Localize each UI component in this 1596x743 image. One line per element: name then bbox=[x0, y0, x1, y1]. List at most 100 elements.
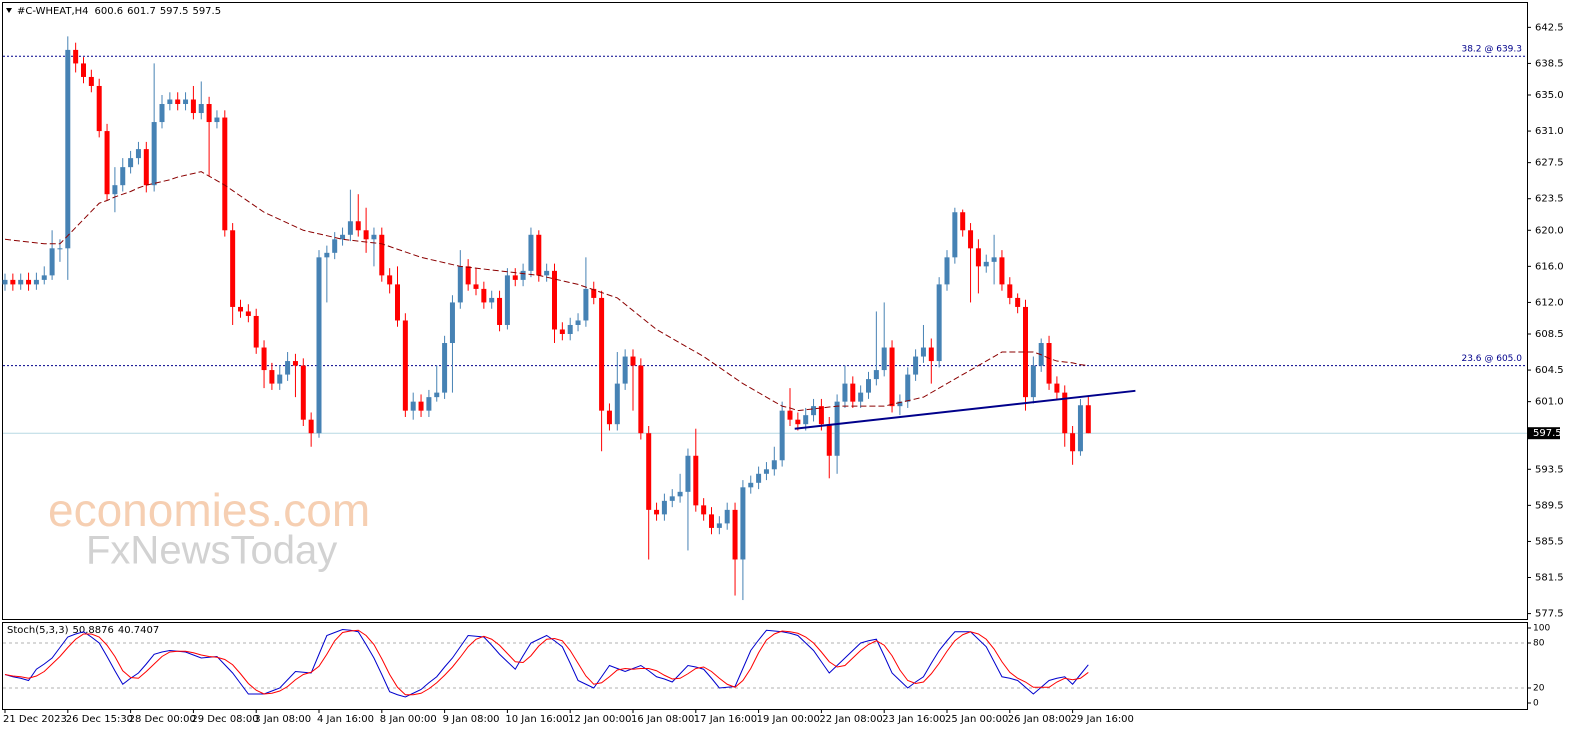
candle-body bbox=[544, 270, 550, 276]
y-tick-label: 601.0 bbox=[1535, 397, 1564, 408]
candle-body bbox=[190, 99, 196, 114]
x-tick-label: 28 Dec 00:00 bbox=[129, 714, 196, 725]
candle-body bbox=[316, 257, 322, 434]
candle-body bbox=[756, 473, 762, 483]
candle-body bbox=[1062, 392, 1068, 434]
candle-body bbox=[26, 279, 32, 285]
watermark-fxnewstoday: FxNewsToday bbox=[86, 529, 337, 573]
main-panel-border bbox=[2, 2, 1528, 620]
y-tick-label: 80 bbox=[1533, 639, 1545, 649]
y-tick-label: 627.5 bbox=[1535, 158, 1564, 169]
candle-body bbox=[567, 324, 573, 334]
candle-body bbox=[410, 401, 416, 411]
symbol-header: #C-WHEAT,H4 600.6 601.7 597.5 597.5 bbox=[17, 6, 221, 17]
y-tick-label: 577.5 bbox=[1535, 609, 1564, 620]
candle-body bbox=[913, 356, 919, 375]
candle-body bbox=[1015, 297, 1021, 307]
candle-body bbox=[701, 505, 707, 515]
x-tick-label: 16 Jan 08:00 bbox=[631, 714, 694, 725]
candle-body bbox=[693, 455, 699, 506]
candle-body bbox=[905, 374, 911, 402]
moving-average bbox=[4, 171, 1089, 412]
candle-body bbox=[57, 248, 63, 250]
candle-body bbox=[104, 131, 110, 195]
x-tick-label: 12 Jan 00:00 bbox=[568, 714, 631, 725]
candle-body bbox=[677, 491, 683, 497]
y-tick-label: 623.5 bbox=[1535, 194, 1564, 205]
candle-body bbox=[583, 288, 589, 321]
candle-body bbox=[669, 496, 675, 501]
candle-body bbox=[65, 49, 71, 249]
collapse-icon bbox=[6, 8, 12, 13]
candle-body bbox=[536, 234, 542, 276]
stoch-line bbox=[4, 628, 1089, 698]
candle-body bbox=[599, 297, 605, 411]
x-tick-label: 21 Dec 2023 bbox=[3, 714, 67, 725]
candle-body bbox=[591, 288, 597, 298]
candle-body bbox=[418, 401, 424, 411]
watermark: economies.com FxNewsToday bbox=[48, 484, 370, 572]
candle-body bbox=[128, 158, 134, 168]
candle-body bbox=[991, 257, 997, 262]
candle-body bbox=[575, 320, 581, 325]
candle-body bbox=[18, 279, 24, 285]
trendline bbox=[794, 389, 1136, 430]
candle-body bbox=[685, 455, 691, 492]
candle-body bbox=[552, 270, 557, 330]
candle-body bbox=[512, 275, 518, 280]
candle-body bbox=[614, 383, 620, 425]
y-tick-label: 612.0 bbox=[1535, 297, 1564, 308]
candle-body bbox=[96, 85, 102, 132]
candle-body bbox=[10, 279, 16, 285]
y-tick-label: 593.5 bbox=[1535, 464, 1564, 475]
candle-body bbox=[606, 410, 612, 425]
candle-body bbox=[402, 320, 408, 411]
symbol-title: #C-WHEAT,H4 bbox=[17, 6, 89, 17]
current-price-label: 597.5 bbox=[1533, 428, 1562, 439]
candle-body bbox=[261, 347, 267, 371]
candle-body bbox=[638, 365, 644, 434]
close: 597.5 bbox=[192, 6, 221, 17]
candle-body bbox=[465, 266, 471, 285]
candle-body bbox=[387, 275, 393, 285]
candle-body bbox=[434, 392, 440, 398]
y-tick-label: 642.5 bbox=[1535, 22, 1564, 33]
stoch-main-value: 50.8876 bbox=[72, 625, 113, 636]
candle-body bbox=[230, 230, 236, 307]
candle-body bbox=[842, 383, 848, 402]
candle-body bbox=[481, 288, 487, 303]
candle-body bbox=[889, 347, 895, 407]
candle-body bbox=[81, 63, 86, 77]
candle-body bbox=[324, 252, 330, 258]
candle-body bbox=[944, 257, 950, 285]
candle-body bbox=[646, 433, 652, 510]
candle-body bbox=[771, 460, 777, 470]
stoch-signal-value: 40.7407 bbox=[118, 625, 159, 636]
current-price-box bbox=[1528, 427, 1560, 440]
candle-body bbox=[41, 275, 47, 280]
candle-body bbox=[285, 361, 291, 375]
candle-body bbox=[206, 104, 212, 123]
candle-body bbox=[33, 279, 39, 285]
candle-body bbox=[748, 482, 754, 488]
candle-body bbox=[803, 415, 809, 425]
candle-body bbox=[497, 297, 503, 325]
stoch-panel-border bbox=[2, 622, 1528, 710]
y-tick-label: 589.5 bbox=[1535, 500, 1564, 511]
candle-body bbox=[442, 343, 448, 393]
y-tick-label: 631.0 bbox=[1535, 126, 1564, 137]
candle-body bbox=[120, 167, 126, 186]
candle-body bbox=[952, 212, 958, 258]
candle-body bbox=[253, 315, 259, 348]
candle-body bbox=[787, 410, 793, 420]
y-tick-label: 20 bbox=[1533, 684, 1545, 694]
y-tick-label: 620.0 bbox=[1535, 225, 1564, 236]
candle-body bbox=[332, 239, 338, 253]
x-tick-label: 19 Jan 00:00 bbox=[757, 714, 820, 725]
candle-body bbox=[88, 76, 94, 86]
candle-body bbox=[654, 509, 660, 515]
x-tick-label: 26 Jan 08:00 bbox=[1008, 714, 1071, 725]
candle-body bbox=[826, 424, 832, 456]
